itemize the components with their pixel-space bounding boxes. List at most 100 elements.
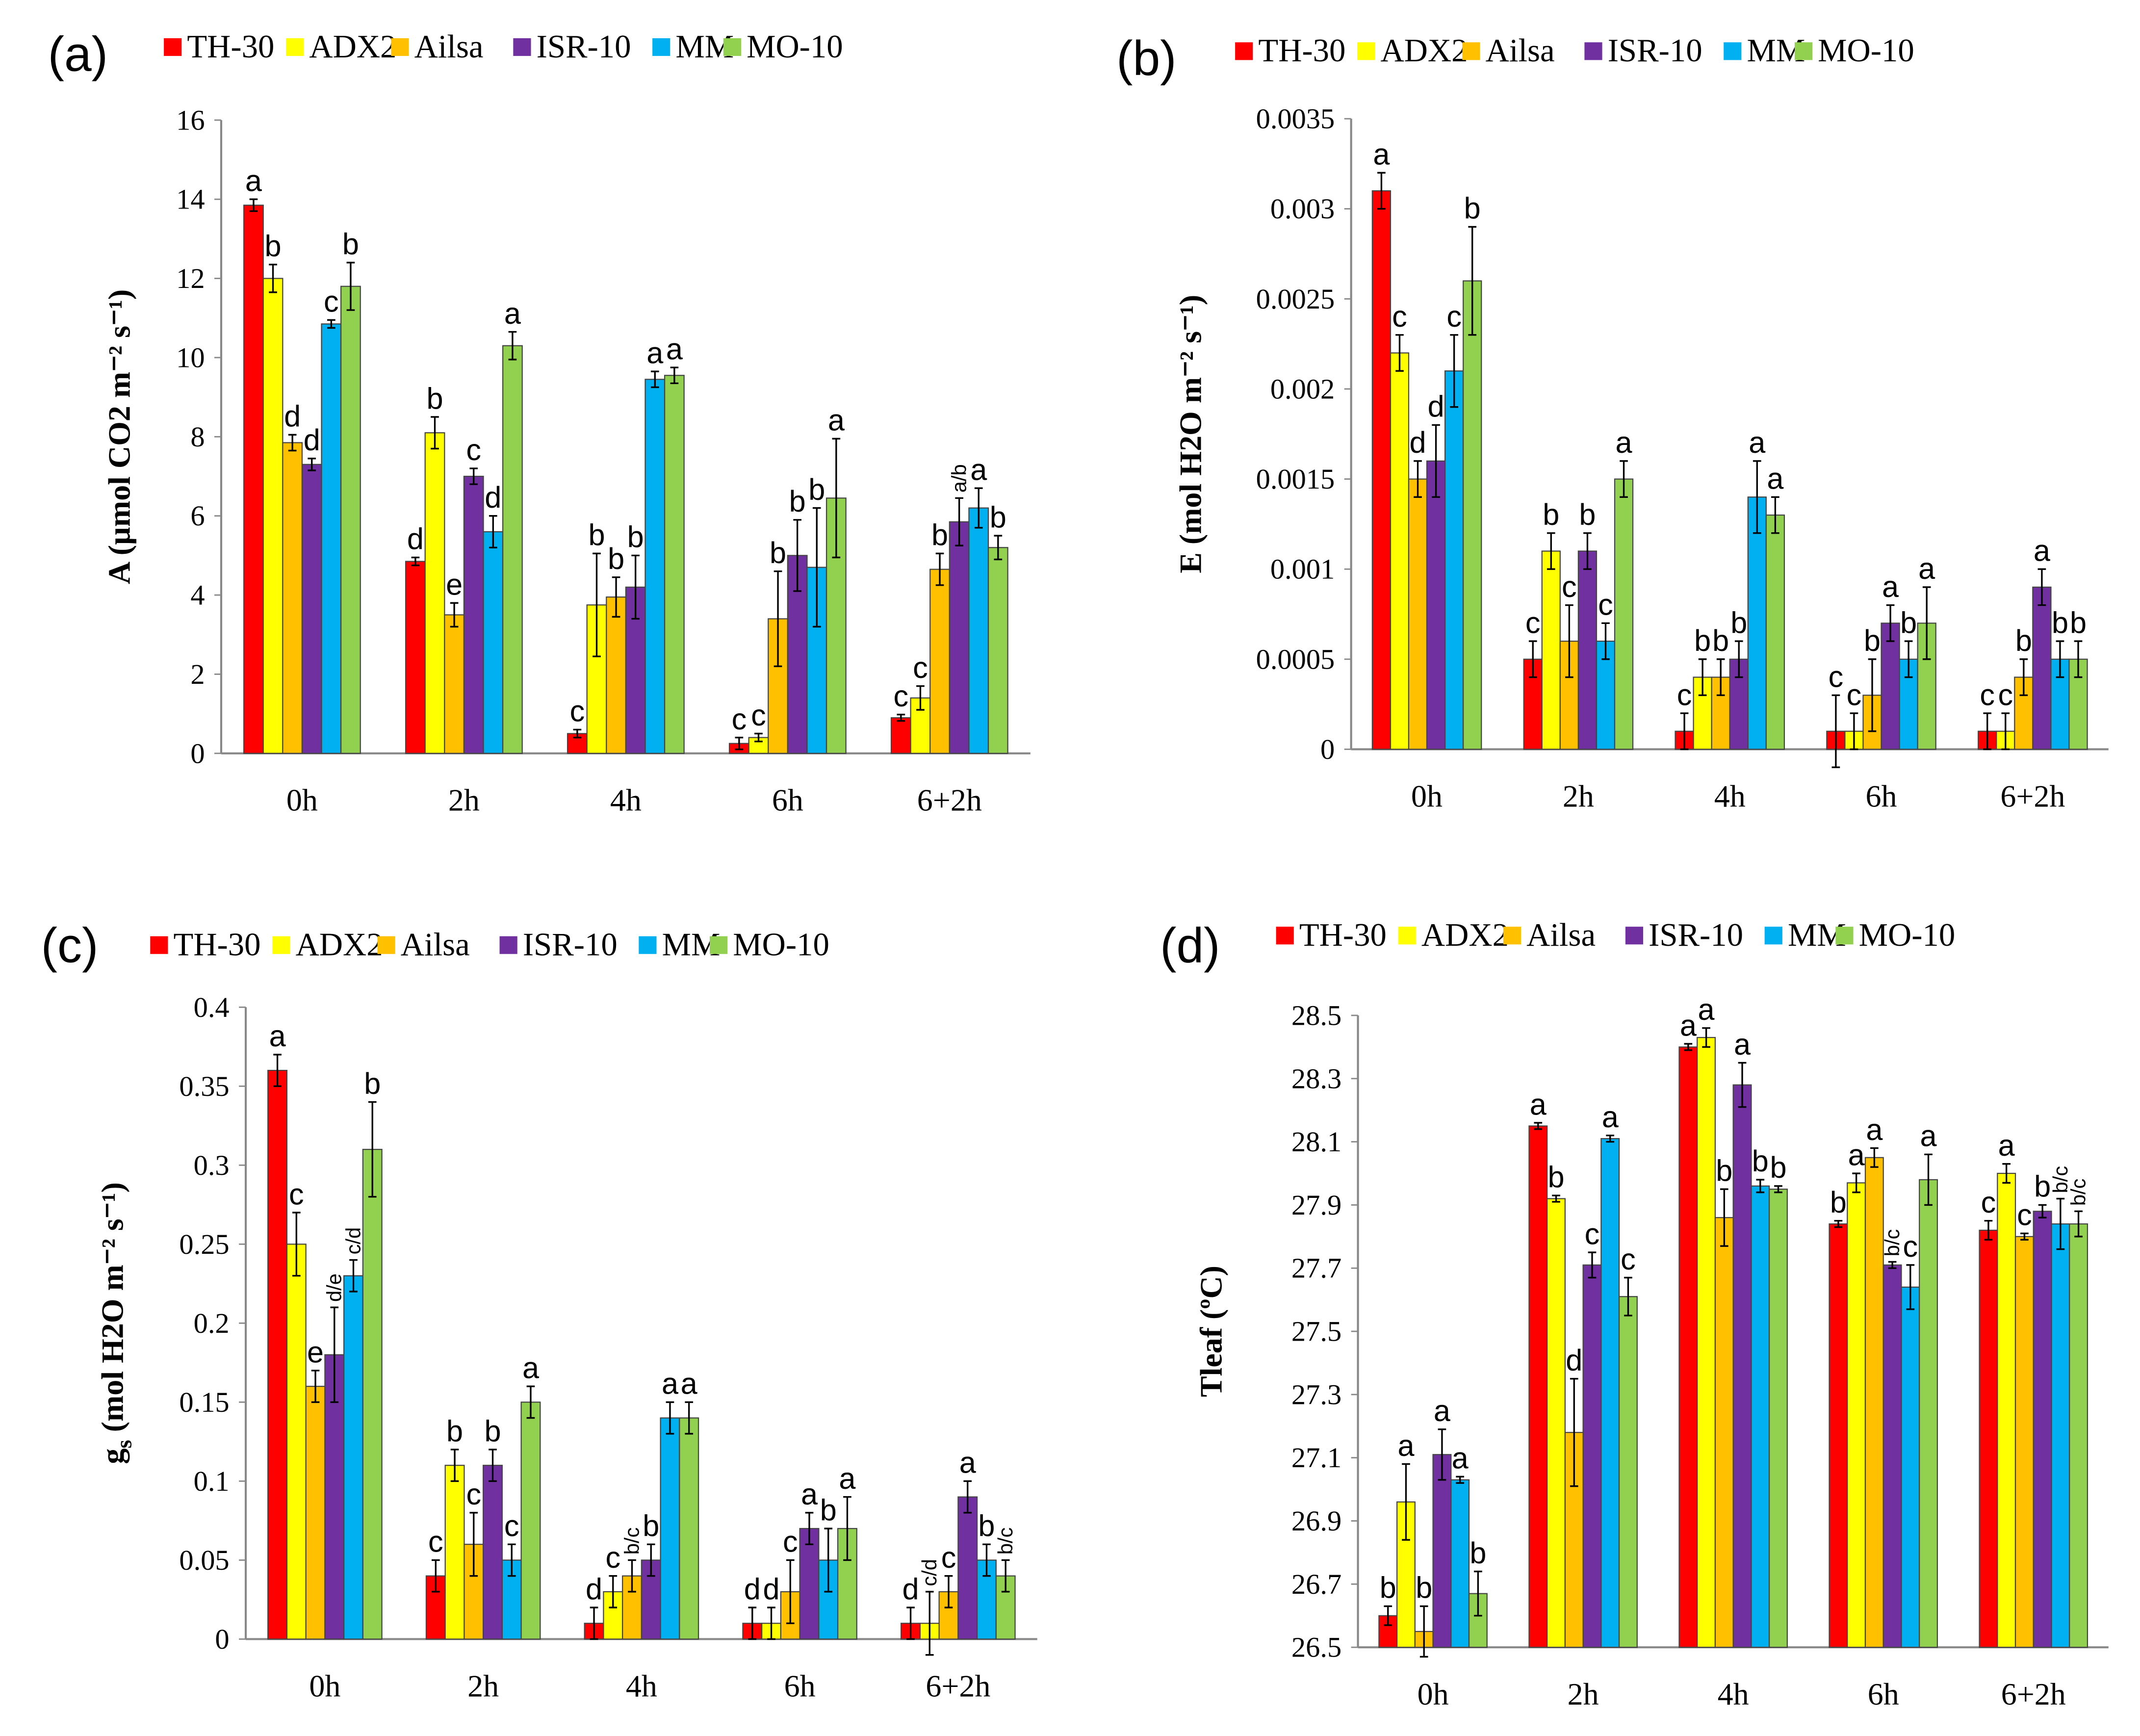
bar <box>1714 1217 1734 1648</box>
bar <box>1408 478 1428 750</box>
y-tick-label: 12 <box>176 262 205 294</box>
significance-letter: d/e <box>323 1273 346 1302</box>
x-tick-label: 6+2h <box>2001 1677 2066 1711</box>
significance-letter: c <box>1585 1217 1600 1250</box>
y-tick-label: 26.9 <box>1291 1505 1341 1537</box>
significance-letter: a <box>1767 462 1784 495</box>
bar <box>2069 1223 2088 1648</box>
legend-label: TH-30 <box>187 29 274 65</box>
significance-letter: c <box>1980 678 1995 711</box>
y-tick-label: 2 <box>190 658 205 690</box>
bar <box>2051 1223 2070 1648</box>
significance-letter: b <box>1864 624 1881 657</box>
x-tick-label: 0h <box>309 1668 340 1703</box>
significance-letter: c <box>1677 678 1692 711</box>
significance-letter: d <box>744 1572 761 1606</box>
significance-letter: a <box>828 404 845 437</box>
bar <box>1528 1125 1548 1648</box>
bar <box>606 596 626 754</box>
x-tick-label: 6+2h <box>926 1668 990 1703</box>
significance-letter: c <box>1392 300 1407 333</box>
legend-label: TH-30 <box>1258 33 1345 69</box>
y-tick-label: 0.05 <box>179 1544 229 1576</box>
panel-label: (d) <box>1160 918 1220 973</box>
x-tick-label: 4h <box>610 783 642 818</box>
significance-letter: c <box>570 695 585 728</box>
significance-letter: c <box>1562 570 1577 603</box>
significance-letter: b/c <box>2066 1179 2089 1206</box>
bar <box>1432 1454 1452 1648</box>
bar <box>2032 586 2052 750</box>
legend-swatch <box>513 38 531 56</box>
y-tick-label: 0.0025 <box>1256 283 1335 315</box>
panel-label: (b) <box>1116 31 1176 86</box>
y-tick-label: 0 <box>190 737 205 769</box>
significance-letter: c <box>1525 606 1541 639</box>
significance-letter: c <box>324 285 339 318</box>
bar <box>243 205 264 754</box>
legend-swatch <box>1764 927 1782 945</box>
y-tick-label: 0.0015 <box>1256 463 1335 495</box>
bar <box>949 521 970 754</box>
bar <box>1577 550 1598 750</box>
bar <box>463 475 484 754</box>
legend-swatch <box>1235 42 1253 60</box>
legend-swatch <box>391 38 409 56</box>
significance-letter: b <box>588 518 605 552</box>
bar <box>929 569 950 754</box>
y-tick-label: 0.2 <box>194 1307 230 1339</box>
significance-letter: b <box>2070 606 2087 639</box>
significance-letter: b <box>2015 624 2032 657</box>
legend-label: Ailsa <box>401 927 470 963</box>
bar <box>1541 550 1561 750</box>
bar <box>968 507 989 754</box>
significance-letter: a <box>1530 1088 1547 1121</box>
significance-letter: b <box>1830 1186 1847 1219</box>
significance-letter: a <box>839 1462 856 1495</box>
significance-letter: b <box>446 1414 463 1448</box>
bar <box>890 717 911 754</box>
significance-letter: e <box>446 568 463 601</box>
significance-letter: c <box>1446 300 1462 333</box>
legend-swatch <box>1625 927 1644 945</box>
significance-letter: c <box>913 651 928 684</box>
legend-label: TH-30 <box>1299 917 1387 953</box>
bar <box>1547 1198 1566 1648</box>
significance-letter: b <box>265 230 282 263</box>
legend-label: ISR-10 <box>1649 917 1743 953</box>
y-tick-label: 0.001 <box>1270 553 1335 585</box>
y-tick-label: 26.5 <box>1291 1632 1341 1663</box>
significance-letter: d <box>902 1572 919 1606</box>
panel-label: (c) <box>41 918 99 973</box>
y-tick-label: 27.3 <box>1291 1378 1341 1410</box>
significance-letter: a <box>1602 1100 1619 1134</box>
y-tick-label: 0 <box>215 1623 229 1655</box>
significance-letter: b <box>2052 606 2068 639</box>
x-tick-label: 2h <box>1568 1677 1599 1711</box>
legend-label: ISR-10 <box>1608 33 1702 69</box>
significance-letter: b <box>1770 1151 1786 1184</box>
legend-swatch <box>639 936 657 954</box>
y-tick-label: 28.5 <box>1291 999 1341 1031</box>
significance-letter: b <box>2034 1170 2051 1203</box>
x-tick-label: 0h <box>286 783 318 818</box>
significance-letter: a <box>646 336 664 369</box>
significance-letter: b <box>1752 1144 1769 1178</box>
x-tick-label: 4h <box>1714 778 1746 813</box>
significance-letter: b <box>608 542 624 575</box>
significance-letter: b <box>1900 606 1917 639</box>
significance-letter: b <box>978 1509 995 1543</box>
legend-swatch <box>1584 42 1602 60</box>
x-tick-label: 4h <box>1718 1677 1749 1711</box>
significance-letter: b/c <box>1881 1229 1904 1257</box>
bar <box>1901 1286 1920 1648</box>
significance-letter: b <box>808 473 825 506</box>
significance-letter: c <box>1829 660 1844 694</box>
significance-letter: b/c <box>994 1528 1017 1555</box>
x-tick-label: 2h <box>467 1668 499 1703</box>
bar <box>1614 478 1634 750</box>
significance-letter: d <box>763 1572 780 1606</box>
bar <box>343 1275 363 1640</box>
bar <box>282 442 303 754</box>
